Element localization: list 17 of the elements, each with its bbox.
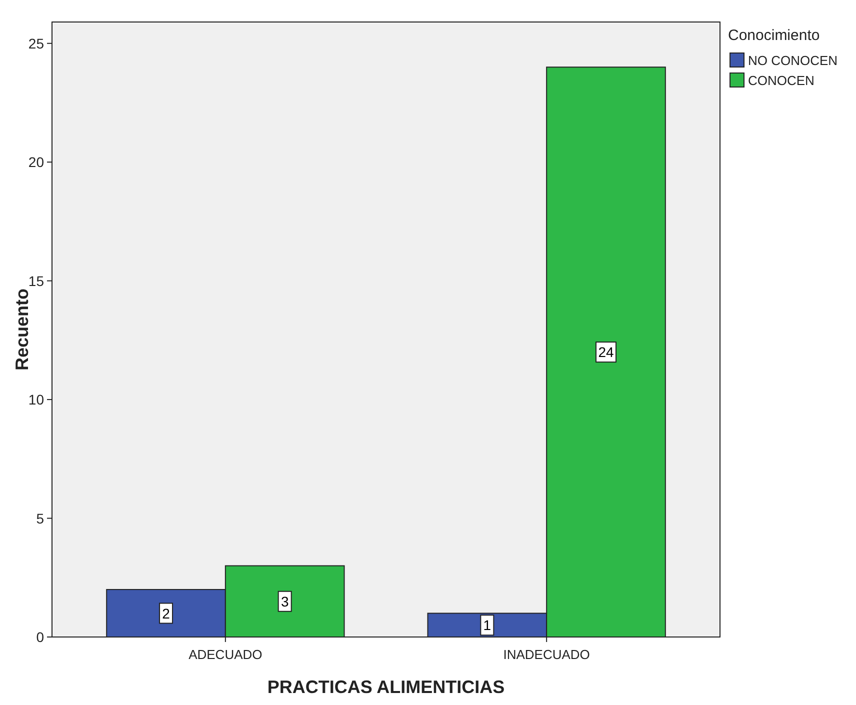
x-tick-label: ADECUADO [188,647,262,662]
y-tick-label: 15 [28,272,44,289]
y-tick-label: 5 [36,510,44,526]
y-tick-label: 25 [28,35,44,52]
y-tick-label: 10 [28,392,44,408]
y-tick-label: 20 [28,154,44,170]
x-axis-title: PRACTICAS ALIMENTICIAS [267,677,505,697]
y-axis-title: Recuento [12,288,32,371]
legend-label: NO CONOCEN [748,53,838,68]
data-label: 24 [598,344,614,360]
x-tick-label: INADECUADO [503,647,590,662]
y-tick-label: 0 [36,629,44,645]
legend-title: Conocimiento [728,27,820,44]
legend-label: CONOCEN [748,73,814,88]
data-label: 1 [483,617,492,634]
data-label: 2 [162,605,170,622]
data-label: 3 [280,593,289,610]
